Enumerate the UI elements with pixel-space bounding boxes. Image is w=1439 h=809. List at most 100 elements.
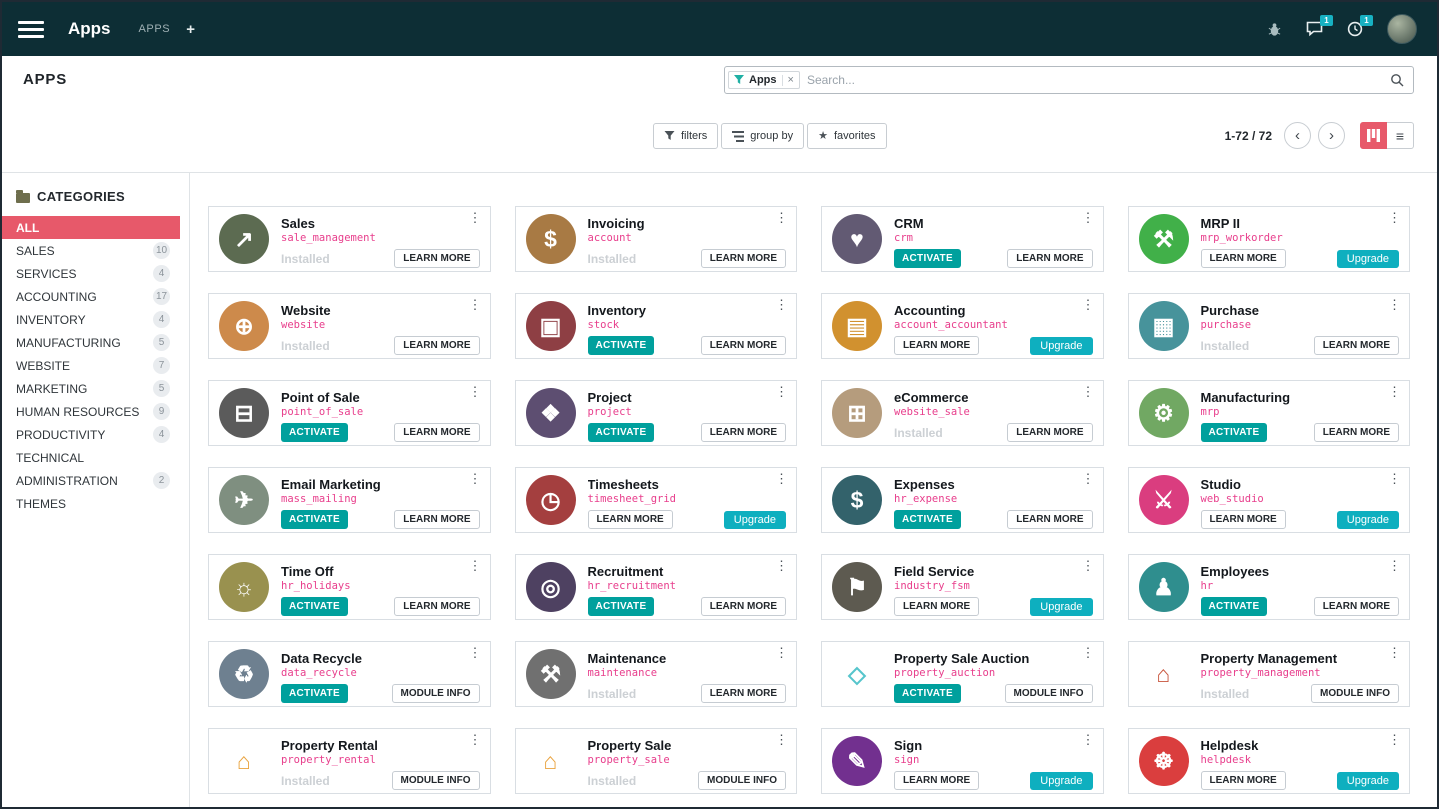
app-card[interactable]: ❖ Project project ACTIVATE LEARN MORE ⋮ [514, 380, 797, 446]
app-card[interactable]: ♻ Data Recycle data_recycle ACTIVATE MOD… [208, 641, 491, 707]
app-secondary-action[interactable]: LEARN MORE [1007, 423, 1093, 442]
app-secondary-action[interactable]: Upgrade [723, 510, 786, 529]
app-card[interactable]: ⚒ MRP II mrp_workorder LEARN MORE Upgrad… [1127, 206, 1410, 272]
app-card[interactable]: $ Invoicing account Installed LEARN MORE… [514, 206, 797, 272]
category-item[interactable]: THEMES [2, 492, 180, 515]
app-card[interactable]: ♟ Employees hr ACTIVATE LEARN MORE ⋮ [1127, 554, 1410, 620]
app-card[interactable]: ⊞ eCommerce website_sale Installed LEARN… [821, 380, 1104, 446]
category-item[interactable]: SALES 10 [2, 239, 180, 262]
messages-icon[interactable]: 1 [1306, 15, 1333, 37]
app-card[interactable]: ⚑ Field Service industry_fsm LEARN MORE … [821, 554, 1104, 620]
kebab-menu-icon[interactable]: ⋮ [775, 297, 788, 312]
app-card[interactable]: ⌂ Property Management property_managemen… [1127, 641, 1410, 707]
app-primary-action[interactable]: ACTIVATE [281, 684, 348, 703]
app-card[interactable]: ⊟ Point of Sale point_of_sale ACTIVATE L… [208, 380, 491, 446]
group-by-button[interactable]: group by [721, 123, 805, 149]
app-secondary-action[interactable]: Upgrade [1336, 249, 1399, 268]
app-secondary-action[interactable]: MODULE INFO [1004, 684, 1093, 703]
app-secondary-action[interactable]: LEARN MORE [394, 510, 480, 529]
filters-button[interactable]: filters [653, 123, 719, 149]
app-card[interactable]: ⚒ Maintenance maintenance Installed LEAR… [514, 641, 797, 707]
app-secondary-action[interactable]: LEARN MORE [1313, 423, 1399, 442]
app-card[interactable]: ⌂ Property Rental property_rental Instal… [208, 728, 491, 794]
app-card[interactable]: $ Expenses hr_expense ACTIVATE LEARN MOR… [821, 467, 1104, 533]
app-card[interactable]: ⚔ Studio web_studio LEARN MORE Upgrade ⋮ [1127, 467, 1410, 533]
app-card[interactable]: ◇ Property Sale Auction property_auction… [821, 641, 1104, 707]
app-primary-action[interactable]: LEARN MORE [1200, 510, 1286, 529]
search-input[interactable] [806, 73, 1383, 87]
category-item[interactable]: HUMAN RESOURCES 9 [2, 400, 180, 423]
main-menu-icon[interactable] [18, 20, 44, 38]
kebab-menu-icon[interactable]: ⋮ [1388, 471, 1401, 486]
app-primary-action[interactable]: ACTIVATE [1200, 423, 1268, 442]
app-secondary-action[interactable]: LEARN MORE [700, 336, 786, 355]
kebab-menu-icon[interactable]: ⋮ [1388, 384, 1401, 399]
app-secondary-action[interactable]: MODULE INFO [1311, 684, 1399, 703]
kebab-menu-icon[interactable]: ⋮ [775, 471, 788, 486]
kebab-menu-icon[interactable]: ⋮ [468, 210, 482, 225]
app-primary-action[interactable]: ACTIVATE [587, 597, 655, 616]
app-primary-action[interactable]: ACTIVATE [587, 423, 655, 442]
category-item[interactable]: PRODUCTIVITY 4 [2, 423, 180, 446]
user-avatar[interactable] [1387, 14, 1417, 44]
kebab-menu-icon[interactable]: ⋮ [1388, 732, 1401, 747]
app-primary-action[interactable]: LEARN MORE [1200, 771, 1286, 790]
app-secondary-action[interactable]: LEARN MORE [700, 684, 786, 703]
activities-icon[interactable]: 1 [1347, 15, 1373, 37]
category-item[interactable]: ALL [2, 216, 180, 239]
app-secondary-action[interactable]: LEARN MORE [394, 336, 480, 355]
kebab-menu-icon[interactable]: ⋮ [775, 384, 788, 399]
app-secondary-action[interactable]: Upgrade [1336, 771, 1399, 790]
kebab-menu-icon[interactable]: ⋮ [775, 645, 788, 660]
category-item[interactable]: ADMINISTRATION 2 [2, 469, 180, 492]
kebab-menu-icon[interactable]: ⋮ [468, 384, 482, 399]
search-bar[interactable]: Apps × [724, 66, 1414, 94]
kebab-menu-icon[interactable]: ⋮ [468, 558, 482, 573]
pager-next-button[interactable]: › [1318, 122, 1345, 149]
app-card[interactable]: ▣ Inventory stock ACTIVATE LEARN MORE ⋮ [514, 293, 797, 359]
list-view-button[interactable]: ≡ [1387, 122, 1414, 149]
app-secondary-action[interactable]: LEARN MORE [1007, 249, 1093, 268]
app-secondary-action[interactable]: Upgrade [1336, 510, 1399, 529]
app-secondary-action[interactable]: MODULE INFO [698, 771, 786, 790]
app-card[interactable]: ◎ Recruitment hr_recruitment ACTIVATE LE… [514, 554, 797, 620]
kebab-menu-icon[interactable]: ⋮ [1081, 471, 1095, 486]
add-icon[interactable]: + [186, 20, 196, 38]
kebab-menu-icon[interactable]: ⋮ [468, 645, 482, 660]
app-primary-action[interactable]: ACTIVATE [894, 684, 961, 703]
app-card[interactable]: ✎ Sign sign LEARN MORE Upgrade ⋮ [821, 728, 1104, 794]
app-card[interactable]: ⌂ Property Sale property_sale Installed … [514, 728, 797, 794]
app-secondary-action[interactable]: LEARN MORE [700, 423, 786, 442]
app-secondary-action[interactable]: LEARN MORE [394, 249, 480, 268]
app-card[interactable]: ⊕ Website website Installed LEARN MORE ⋮ [208, 293, 491, 359]
app-primary-action[interactable]: ACTIVATE [281, 597, 348, 616]
app-primary-action[interactable]: LEARN MORE [894, 771, 980, 790]
app-card[interactable]: ▦ Purchase purchase Installed LEARN MORE… [1127, 293, 1410, 359]
category-item[interactable]: WEBSITE 7 [2, 354, 180, 377]
search-facet[interactable]: Apps × [728, 71, 800, 89]
app-primary-action[interactable]: ACTIVATE [1200, 597, 1268, 616]
kebab-menu-icon[interactable]: ⋮ [1081, 210, 1095, 225]
app-card[interactable]: ☼ Time Off hr_holidays ACTIVATE LEARN MO… [208, 554, 491, 620]
category-item[interactable]: TECHNICAL [2, 446, 180, 469]
category-item[interactable]: ACCOUNTING 17 [2, 285, 180, 308]
app-secondary-action[interactable]: Upgrade [1030, 771, 1093, 790]
app-card[interactable]: ↗ Sales sale_management Installed LEARN … [208, 206, 491, 272]
facet-remove-icon[interactable]: × [781, 74, 794, 86]
app-secondary-action[interactable]: LEARN MORE [1007, 510, 1093, 529]
category-item[interactable]: SERVICES 4 [2, 262, 180, 285]
app-secondary-action[interactable]: MODULE INFO [391, 684, 480, 703]
app-primary-action[interactable]: LEARN MORE [894, 597, 980, 616]
kebab-menu-icon[interactable]: ⋮ [1388, 210, 1401, 225]
kebab-menu-icon[interactable]: ⋮ [1081, 732, 1095, 747]
app-card[interactable]: ▤ Accounting account_accountant LEARN MO… [821, 293, 1104, 359]
app-card[interactable]: ✈ Email Marketing mass_mailing ACTIVATE … [208, 467, 491, 533]
kebab-menu-icon[interactable]: ⋮ [1081, 645, 1095, 660]
app-menu-title[interactable]: Apps [68, 19, 111, 38]
kebab-menu-icon[interactable]: ⋮ [1081, 297, 1095, 312]
category-item[interactable]: MARKETING 5 [2, 377, 180, 400]
kebab-menu-icon[interactable]: ⋮ [775, 210, 788, 225]
app-primary-action[interactable]: LEARN MORE [587, 510, 673, 529]
app-secondary-action[interactable]: LEARN MORE [700, 249, 786, 268]
app-primary-action[interactable]: ACTIVATE [281, 423, 348, 442]
